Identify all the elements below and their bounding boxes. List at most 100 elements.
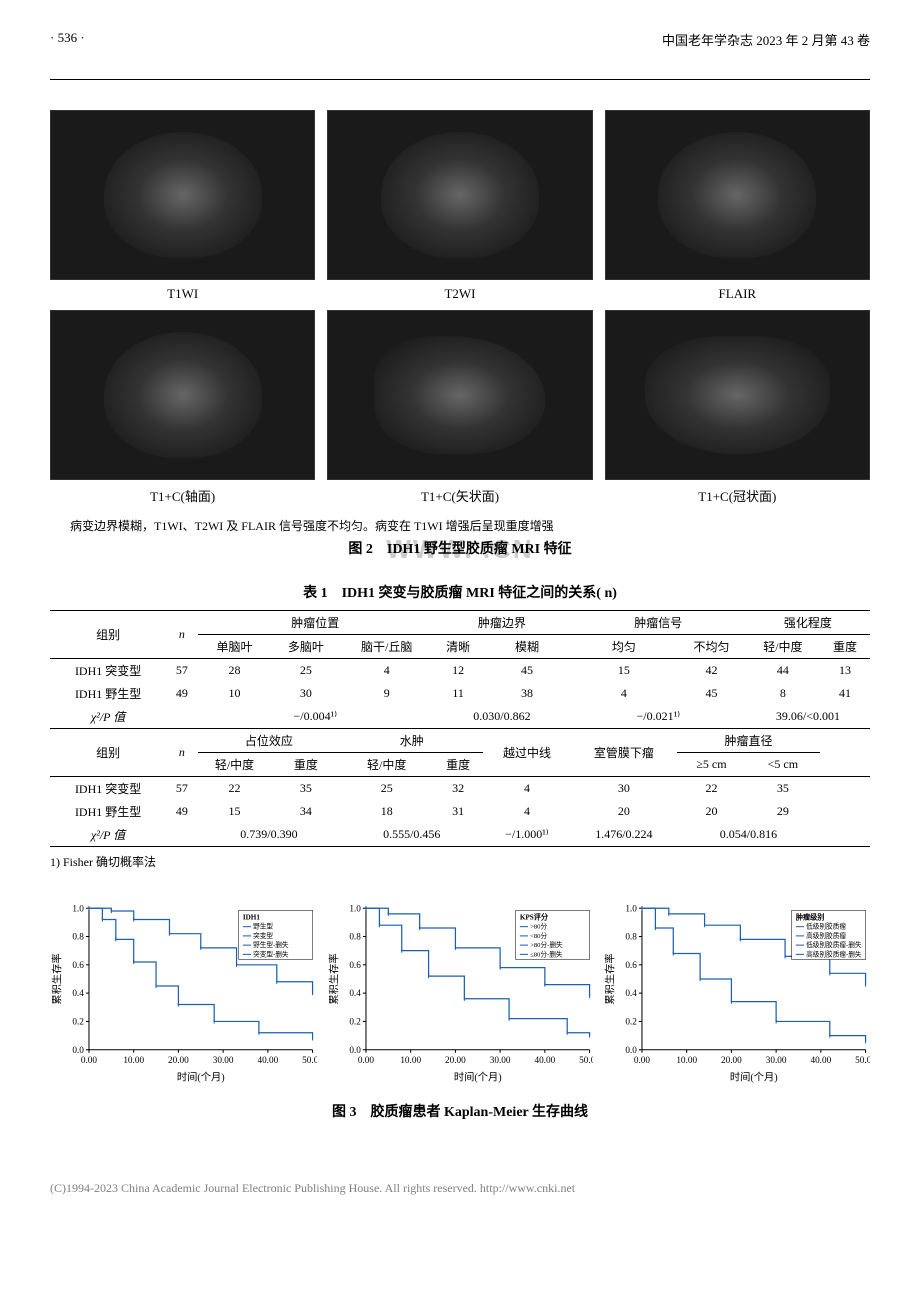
cell: 35 — [746, 777, 820, 801]
table-group: 越过中线 — [483, 729, 571, 777]
svg-text:20.00: 20.00 — [168, 1055, 189, 1065]
cell: 4 — [483, 800, 571, 823]
table-subcol: 均匀 — [571, 635, 677, 659]
table-subcol: 重度 — [272, 753, 341, 777]
cell: 11 — [433, 682, 483, 705]
svg-text:30.00: 30.00 — [766, 1055, 787, 1065]
svg-text:0.0: 0.0 — [72, 1045, 84, 1055]
cell: 44 — [746, 659, 820, 683]
cell: 45 — [677, 682, 746, 705]
svg-text:时间(个月): 时间(个月) — [177, 1071, 225, 1084]
table-group: 肿瘤边界 — [433, 611, 571, 635]
mri-label: T1+C(轴面) — [150, 486, 215, 505]
svg-text:10.00: 10.00 — [400, 1055, 421, 1065]
table-group: 强化程度 — [746, 611, 870, 635]
svg-text:时间(个月): 时间(个月) — [730, 1071, 778, 1084]
mri-grid-row2: T1+C(轴面) T1+C(矢状面) T1+C(冠状面) — [50, 310, 870, 505]
svg-text:0.6: 0.6 — [72, 960, 84, 970]
page-number: · 536 · — [50, 30, 85, 49]
mri-image-t1c-coronal — [605, 310, 870, 480]
cell: 4 — [483, 777, 571, 801]
mri-cell: T1+C(冠状面) — [605, 310, 870, 505]
cell: 57 — [166, 777, 197, 801]
cell: 10 — [198, 682, 272, 705]
cell: −/0.004¹⁾ — [198, 705, 434, 729]
svg-text:时间(个月): 时间(个月) — [454, 1071, 502, 1084]
mri-image-flair — [605, 110, 870, 280]
svg-text:20.00: 20.00 — [445, 1055, 466, 1065]
svg-text:1.0: 1.0 — [72, 903, 84, 913]
page-header: · 536 · 中国老年学杂志 2023 年 2 月第 43 卷 — [50, 30, 870, 49]
svg-text:0.8: 0.8 — [72, 932, 84, 942]
table-row: χ²/P 值 0.739/0.390 0.555/0.456 −/1.000¹⁾… — [50, 823, 870, 847]
cell: 0.054/0.816 — [677, 823, 820, 847]
svg-text:40.00: 40.00 — [534, 1055, 555, 1065]
svg-text:高级别胶质瘤-删失: 高级别胶质瘤-删失 — [806, 949, 862, 958]
table1-title: 表 1 IDH1 突变与胶质瘤 MRI 特征之间的关系( n) — [50, 582, 870, 602]
cell: 38 — [483, 682, 571, 705]
table-subcol: <5 cm — [746, 753, 820, 777]
svg-text:低级别胶质瘤: 低级别胶质瘤 — [806, 922, 846, 931]
svg-text:40.00: 40.00 — [811, 1055, 832, 1065]
cell: 20 — [571, 800, 677, 823]
cell: 31 — [433, 800, 483, 823]
table-subcol: 重度 — [433, 753, 483, 777]
cell: 22 — [677, 777, 746, 801]
svg-text:野生型-删失: 野生型-删失 — [253, 940, 289, 949]
mri-image-t1c-sagittal — [327, 310, 592, 480]
cell: 13 — [820, 659, 870, 683]
cell — [166, 705, 197, 729]
cell: 45 — [483, 659, 571, 683]
figure2-caption: 病变边界模糊，T1WI、T2WI 及 FLAIR 信号强度不均匀。病变在 T1W… — [50, 517, 870, 534]
svg-text:40.00: 40.00 — [257, 1055, 278, 1065]
cell — [166, 823, 197, 847]
svg-text:累积生存率: 累积生存率 — [327, 953, 340, 1004]
mri-cell: T2WI — [327, 110, 592, 302]
svg-text:肿瘤级别: 肿瘤级别 — [796, 912, 825, 921]
svg-text:0.00: 0.00 — [634, 1055, 651, 1065]
svg-text:<80分: <80分 — [530, 931, 547, 940]
svg-text:KPS评分: KPS评分 — [519, 912, 548, 921]
svg-text:突变型-删失: 突变型-删失 — [253, 949, 289, 958]
cell: 49 — [166, 682, 197, 705]
cell: 0.030/0.862 — [433, 705, 571, 729]
table-row: IDH1 野生型 49 10 30 9 11 38 4 45 8 41 — [50, 682, 870, 705]
cell: 9 — [340, 682, 433, 705]
table-subcol: 清晰 — [433, 635, 483, 659]
cell: 4 — [571, 682, 677, 705]
svg-text:1.0: 1.0 — [349, 903, 361, 913]
svg-text:50.00: 50.00 — [579, 1055, 593, 1065]
cell: 15 — [571, 659, 677, 683]
svg-text:>80分-删失: >80分-删失 — [530, 940, 563, 949]
table-subcol: 脑干/丘脑 — [340, 635, 433, 659]
svg-text:20.00: 20.00 — [721, 1055, 742, 1065]
svg-text:0.2: 0.2 — [72, 1017, 84, 1027]
table-group: 肿瘤直径 — [677, 729, 820, 753]
svg-text:10.00: 10.00 — [123, 1055, 144, 1065]
svg-text:1.0: 1.0 — [626, 903, 638, 913]
svg-text:累积生存率: 累积生存率 — [604, 953, 617, 1004]
svg-text:累积生存率: 累积生存率 — [50, 953, 63, 1004]
km-chart-0: 0.00.20.40.60.81.00.0010.0020.0030.0040.… — [50, 900, 317, 1089]
mri-grid-row1: T1WI T2WI FLAIR — [50, 110, 870, 302]
mri-cell: T1+C(矢状面) — [327, 310, 592, 505]
cell: IDH1 突变型 — [50, 659, 166, 683]
cell: 22 — [198, 777, 272, 801]
table1: 组别 n 肿瘤位置 肿瘤边界 肿瘤信号 强化程度 单脑叶 多脑叶 脑干/丘脑 清… — [50, 610, 870, 847]
figure2-title-text: 图 2 IDH1 野生型胶质瘤 MRI 特征 — [348, 542, 571, 557]
cell: 28 — [198, 659, 272, 683]
table-subcol: ≥5 cm — [677, 753, 746, 777]
cell: 4 — [340, 659, 433, 683]
cell: 42 — [677, 659, 746, 683]
svg-text:30.00: 30.00 — [489, 1055, 510, 1065]
cell: 57 — [166, 659, 197, 683]
mri-label: T1WI — [167, 286, 198, 302]
svg-text:0.2: 0.2 — [626, 1017, 638, 1027]
mri-cell: FLAIR — [605, 110, 870, 302]
cell: 0.555/0.456 — [340, 823, 483, 847]
table-group: 水肿 — [340, 729, 483, 753]
svg-text:野生型: 野生型 — [253, 922, 273, 931]
svg-text:0.8: 0.8 — [349, 932, 361, 942]
figure2-title: WWW. .CN 图 2 IDH1 野生型胶质瘤 MRI 特征 — [50, 538, 870, 558]
cell: 30 — [571, 777, 677, 801]
